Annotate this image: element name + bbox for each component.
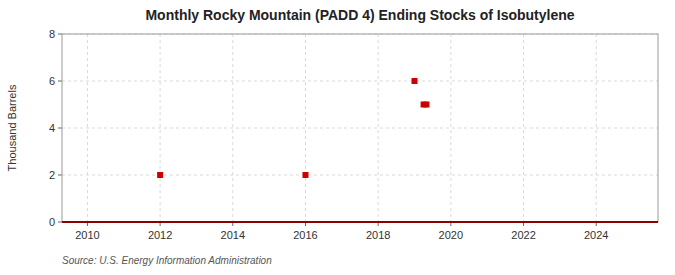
y-tick-label: 4 <box>49 122 55 134</box>
y-grid-line <box>62 81 658 82</box>
y-tick <box>58 81 62 82</box>
x-grid-line <box>523 34 524 222</box>
square-marker <box>157 172 163 178</box>
source-note: Source: U.S. Energy Information Administ… <box>62 255 272 266</box>
x-tick-label: 2022 <box>511 229 535 241</box>
y-grid-line <box>62 175 658 176</box>
x-tick-label: 2014 <box>221 229 245 241</box>
x-tick-label: 2016 <box>293 229 317 241</box>
x-tick-label: 2018 <box>366 229 390 241</box>
axes: 2010 2012 2014 2016 2018 2020 2022 2024 0 2 4 6 8 <box>49 28 609 241</box>
y-tick <box>58 128 62 129</box>
y-tick-label: 2 <box>49 169 55 181</box>
x-grid-line <box>378 34 379 222</box>
y-tick-label: 8 <box>49 28 55 40</box>
x-tick-label: 2012 <box>148 229 172 241</box>
square-marker <box>302 172 308 178</box>
plot-frame <box>62 34 658 222</box>
chart-svg: 2010 2012 2014 2016 2018 2020 2022 2024 0 2 4 6 8 Mon… <box>0 0 675 275</box>
plot-background <box>62 34 658 222</box>
x-tick-label: 2010 <box>75 229 99 241</box>
square-marker <box>424 102 430 108</box>
square-marker <box>412 78 418 84</box>
title: Monthly Rocky Mountain (PADD 4) Ending S… <box>145 7 574 23</box>
y-tick <box>58 175 62 176</box>
chart-container: 2010 2012 2014 2016 2018 2020 2022 2024 0 2 4 6 8 Mon… <box>0 0 675 275</box>
y-tick-label: 0 <box>49 216 55 228</box>
x-tick-label: 2024 <box>584 229 608 241</box>
y-tick <box>58 34 62 35</box>
y-grid-line <box>62 222 658 223</box>
line <box>62 221 658 223</box>
y-tick-label: 6 <box>49 75 55 87</box>
grid <box>62 34 658 222</box>
x-grid-line <box>305 34 306 222</box>
y-tick <box>58 222 62 223</box>
x-tick-label: 2020 <box>439 229 463 241</box>
x-grid-line <box>450 34 451 222</box>
page: {"chart_data": {"type": "scatter", "titl… <box>0 0 675 275</box>
y-grid-line <box>62 128 658 129</box>
plot-data <box>62 78 658 222</box>
y-axis-label: Thousand Barrels <box>6 84 18 171</box>
